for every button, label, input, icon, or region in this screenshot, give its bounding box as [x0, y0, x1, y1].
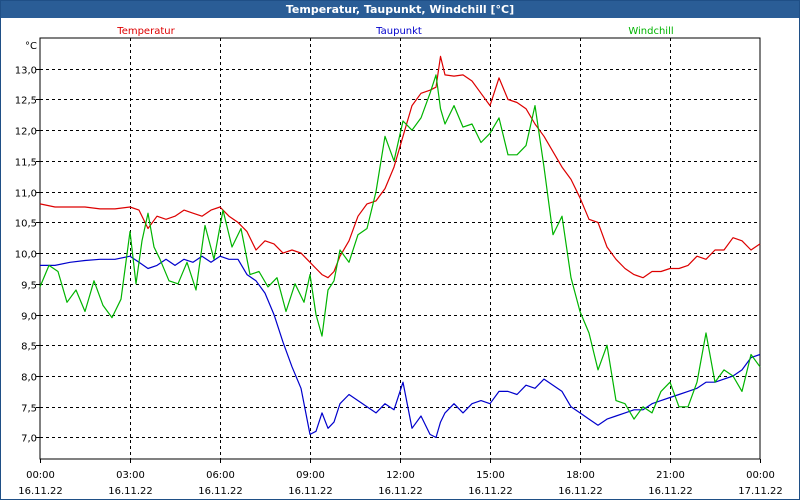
y-tick-label: 7,0 — [21, 434, 37, 445]
y-tick-label: 10,5 — [15, 219, 37, 230]
y-tick-label: 12,0 — [15, 127, 37, 138]
x-tick-time-label: 03:00 — [116, 470, 145, 481]
x-tick-date-label: 16.11.22 — [468, 486, 513, 497]
y-tick-label: 13,0 — [15, 66, 37, 77]
y-tick-label: 7,5 — [21, 404, 37, 415]
series-line-windchill — [39, 74, 761, 420]
x-tick-date-label: 16.11.22 — [288, 486, 333, 497]
legend-temperatur: Temperatur — [116, 26, 175, 37]
x-tick-time-label: 00:00 — [746, 470, 775, 481]
x-tick-time-label: 15:00 — [476, 470, 505, 481]
x-tick-date-label: 16.11.22 — [18, 486, 63, 497]
x-tick-date-label: 16.11.22 — [198, 486, 243, 497]
x-tick-date-label: 16.11.22 — [108, 486, 153, 497]
x-tick-time-label: 18:00 — [566, 470, 595, 481]
y-tick-label: 9,0 — [21, 312, 37, 323]
series-line-temperatur — [39, 55, 761, 279]
y-axis-label: °C — [25, 41, 37, 52]
x-tick-time-label: 00:00 — [26, 470, 55, 481]
legend-windchill: Windchill — [628, 26, 673, 37]
y-tick-label: 9,5 — [21, 281, 37, 292]
x-tick-date-label: 17.11.22 — [738, 486, 783, 497]
legend-taupunkt: Taupunkt — [375, 26, 422, 37]
x-tick-date-label: 16.11.22 — [558, 486, 603, 497]
x-tick-time-label: 12:00 — [386, 470, 415, 481]
x-tick-date-label: 16.11.22 — [378, 486, 423, 497]
x-tick-time-label: 21:00 — [656, 470, 685, 481]
y-tick-label: 8,0 — [21, 373, 37, 384]
x-tick-time-label: 09:00 — [296, 470, 325, 481]
x-tick-time-label: 06:00 — [206, 470, 235, 481]
y-tick-label: 12,5 — [15, 96, 37, 107]
y-tick-label: 10,0 — [15, 250, 37, 261]
chart-title: Temperatur, Taupunkt, Windchill [°C] — [1, 1, 799, 18]
y-tick-label: 11,0 — [15, 189, 37, 200]
y-tick-label: 8,5 — [21, 342, 37, 353]
x-tick-date-label: 16.11.22 — [648, 486, 693, 497]
y-tick-label: 11,5 — [15, 158, 37, 169]
